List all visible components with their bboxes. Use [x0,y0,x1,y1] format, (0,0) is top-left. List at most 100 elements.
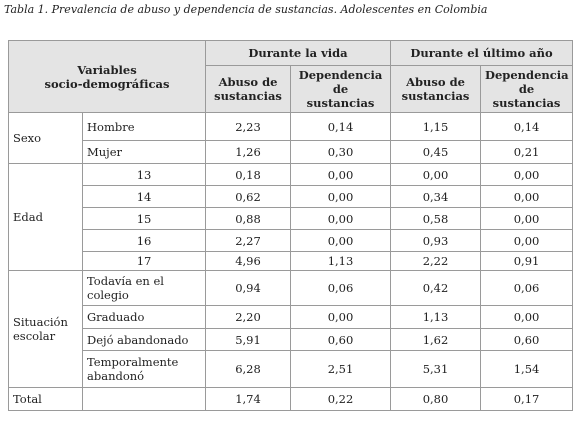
value-cell: 1,15 [390,112,482,141]
value-cell: 2,27 [205,229,292,252]
text-line: Variables [77,62,137,77]
total-row: Total 1,74 0,22 0,80 0,17 [8,387,574,411]
value-cell: 0,58 [390,207,482,230]
value-cell: 0,30 [290,140,392,164]
table-row: Situación escolar Todavía en el colegio 0,… [8,270,574,388]
value-cell: 0,88 [205,207,292,230]
row-label: Temporalmente abandonó [81,350,207,388]
header-row: Variables socio-demográficas Durante la vi… [7,40,574,113]
value-cell: 0,06 [290,270,392,306]
value-cell: 0,00 [290,305,392,329]
caption: Tabla 1. Prevalencia de abuso y dependen… [4,3,488,16]
value-cell: 4,96 [205,251,292,271]
value-cell: 0,21 [480,140,574,164]
row-label: 13 [81,163,207,186]
row-label: 14 [81,185,207,208]
value-cell: 1,62 [390,328,482,351]
value-cell: 1,26 [205,140,292,164]
row-label: 16 [81,229,207,252]
empty-cell [81,387,207,411]
column-header: Abuso de sustancias [390,65,482,113]
value-cell: 5,91 [205,328,292,351]
text-line: sustancias [492,96,561,110]
value-cell: 0,00 [480,207,574,230]
value-cell: 0,00 [480,305,574,329]
value-cell: 0,17 [480,387,574,411]
value-cell: 0,94 [205,270,292,306]
value-cell: 1,13 [390,305,482,329]
value-cell: 0,00 [480,163,574,186]
value-cell: 6,28 [205,350,292,388]
row-label: 17 [81,251,207,271]
text-line: sustancias [401,89,470,103]
row-label: Graduado [81,305,207,329]
table-row: Edad 13 0,18 0,00 0,00 0,00 [8,163,574,271]
group-header: Durante el último año [390,40,574,66]
column-header: Dependencia de sustancias [290,65,392,113]
value-cell: 0,00 [480,185,574,208]
value-cell: 0,60 [480,328,574,351]
total-label: Total [8,387,83,411]
value-cell: 0,62 [205,185,292,208]
value-cell: 0,22 [290,387,392,411]
text-line: Dependencia [485,68,569,82]
text-line: de [518,82,535,96]
text-line: sustancias [214,89,282,103]
text-line: sustancias [306,96,375,110]
value-cell: 0,00 [480,229,574,252]
row-label: Todavía en el colegio [81,270,207,306]
value-cell: 1,54 [480,350,574,388]
value-cell: 0,06 [480,270,574,306]
value-cell: 0,00 [290,229,392,252]
text-line: socio-demográficas [44,76,170,91]
header-row: Abuso de sustancias Dependencia de sustancia… [9,65,574,113]
value-cell: 1,13 [290,251,392,271]
value-cell: 0,18 [205,163,292,186]
value-cell: 0,34 [390,185,482,208]
table-row: Sexo Hombre 2,23 0,14 1,15 0,14 [8,112,574,164]
header-cell: Variables socio-demográficas [7,40,207,113]
value-cell: 0,00 [290,185,392,208]
column-header: Abuso de sustancias [205,65,292,113]
section-label: Edad [8,163,83,271]
value-cell: 2,51 [290,350,392,388]
value-cell: 2,22 [390,251,482,271]
value-cell: 0,14 [480,112,574,141]
value-cell: 0,45 [390,140,482,164]
table-row: Mujer 1,26 0,30 0,45 0,21 [9,140,574,164]
table-row: 17 4,96 1,13 2,22 0,91 [9,251,574,271]
group-header: Durante la vida [205,40,392,66]
table-row: 14 0,62 0,00 0,34 0,00 [9,185,574,208]
table-row: Dejó abandonado 5,91 0,60 1,62 0,60 [9,328,574,351]
value-cell: 5,31 [390,350,482,388]
section-label: Sexo [8,112,83,164]
column-header: Dependencia de sustancias [480,65,574,113]
text-line: Abuso de [406,75,465,89]
text-line: de [332,82,349,96]
value-cell: 0,91 [480,251,574,271]
value-cell: 0,42 [390,270,482,306]
value-cell: 0,14 [290,112,392,141]
value-cell: 1,74 [205,387,292,411]
text-line: Abuso de [218,75,278,89]
value-cell: 0,60 [290,328,392,351]
data-table: Variables socio-demográficas Durante la vi… [7,40,574,411]
value-cell: 0,00 [290,163,392,186]
row-label: 15 [81,207,207,230]
table-row: 15 0,88 0,00 0,58 0,00 [9,207,574,230]
value-cell: 0,00 [290,207,392,230]
value-cell: 0,00 [390,163,482,186]
value-cell: 2,23 [205,112,292,141]
section-label: Situación escolar [8,270,83,388]
value-cell: 0,93 [390,229,482,252]
table-row: 16 2,27 0,00 0,93 0,00 [9,229,574,252]
row-label: Hombre [81,112,207,141]
value-cell: 2,20 [205,305,292,329]
value-cell: 0,80 [390,387,482,411]
text-line: Dependencia [298,68,383,82]
row-label: Dejó abandonado [81,328,207,351]
table-row: Graduado 2,20 0,00 1,13 0,00 [9,305,574,329]
row-label: Mujer [81,140,207,164]
table-row: Temporalmente abandonó 6,28 2,51 5,31 1,54 [9,350,574,388]
